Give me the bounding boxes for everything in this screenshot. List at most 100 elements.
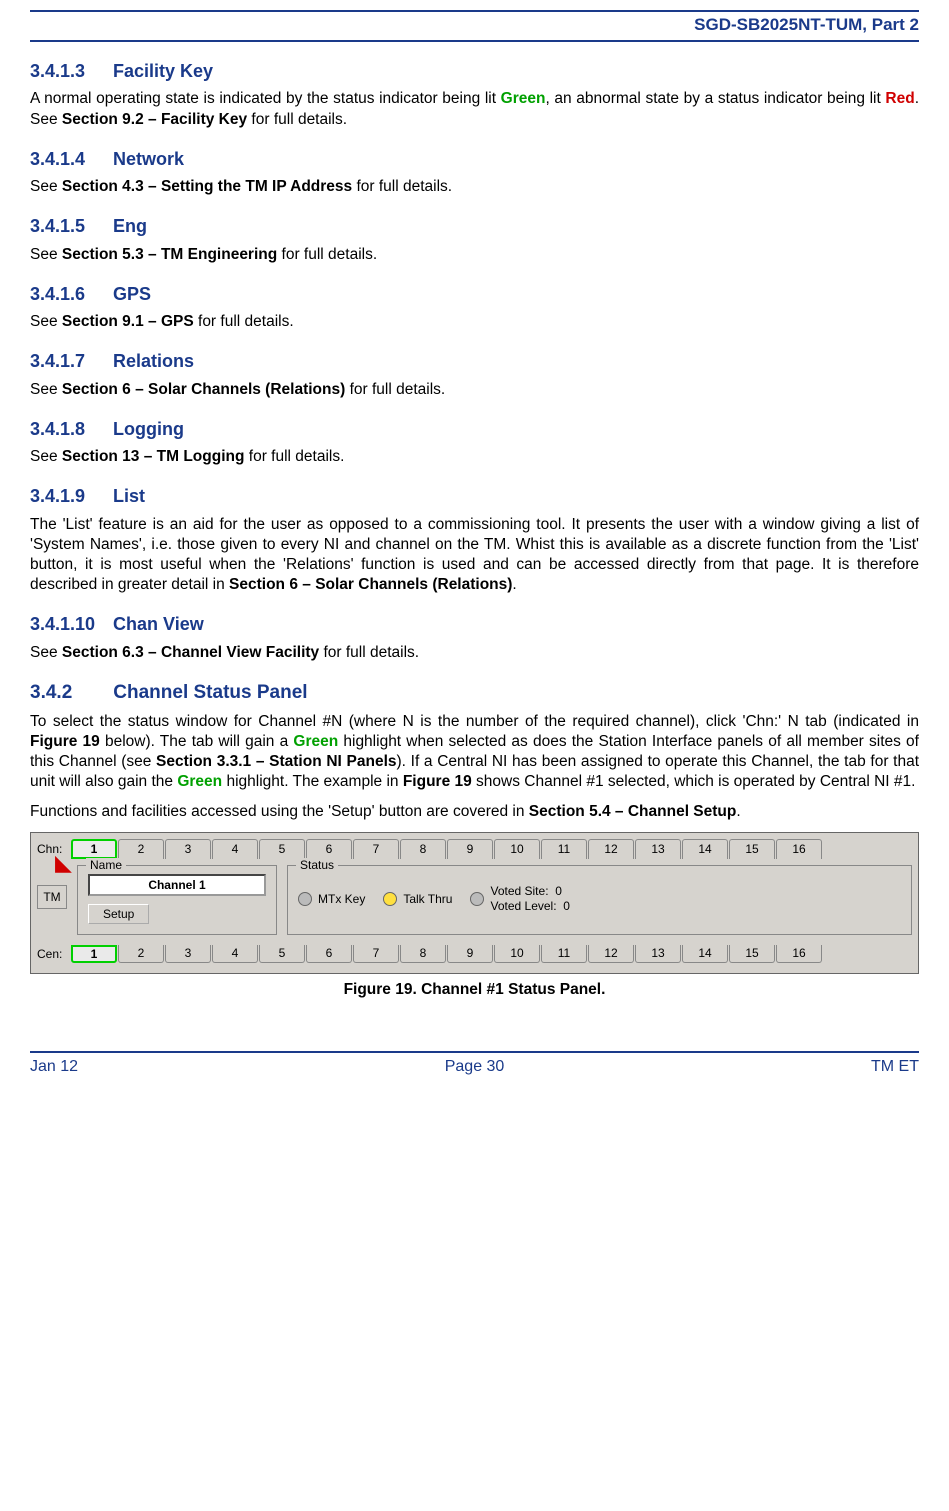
name-fieldset: Name Channel 1 Setup <box>77 865 277 935</box>
footer-rule: Jan 12 Page 30 TM ET <box>30 1051 919 1078</box>
chn-tab-3[interactable]: 3 <box>165 839 211 859</box>
heading-num: 3.4.1.10 <box>30 613 108 636</box>
cen-tab-9[interactable]: 9 <box>447 945 493 963</box>
led-off-icon <box>298 892 312 906</box>
channel-name-input[interactable]: Channel 1 <box>88 874 266 896</box>
para-relations: See Section 6 – Solar Channels (Relation… <box>30 380 919 400</box>
mid-row: TM Name Channel 1 Setup Status MTx Key T… <box>37 865 912 935</box>
status-fieldset: Status MTx Key Talk Thru Voted Site: 0 V… <box>287 865 912 935</box>
heading-num: 3.4.1.4 <box>30 148 108 171</box>
cen-tab-13[interactable]: 13 <box>635 945 681 963</box>
talk-thru-indicator: Talk Thru <box>383 892 452 908</box>
heading-num: 3.4.1.6 <box>30 283 108 306</box>
footer-doc: TM ET <box>871 1057 919 1078</box>
para-csp-1: To select the status window for Channel … <box>30 712 919 793</box>
section-ref: Section 6 – Solar Channels (Relations) <box>229 576 512 593</box>
section-ref: Section 5.4 – Channel Setup <box>529 803 737 820</box>
figure-caption: Figure 19. Channel #1 Status Panel. <box>30 980 919 1000</box>
para-facility-key: A normal operating state is indicated by… <box>30 89 919 129</box>
chn-tabs: 12345678910111213141516 <box>71 839 823 859</box>
section-ref: Section 9.2 – Facility Key <box>62 111 247 128</box>
cen-label: Cen: <box>37 947 67 963</box>
para-list: The 'List' feature is an aid for the use… <box>30 515 919 596</box>
heading-title: Facility Key <box>113 61 213 81</box>
heading-title: Eng <box>113 216 147 236</box>
section-ref: Section 6 – Solar Channels (Relations) <box>62 381 345 398</box>
para-logging: See Section 13 – TM Logging for full det… <box>30 447 919 467</box>
section-ref: Section 6.3 – Channel View Facility <box>62 644 319 661</box>
heading-num: 3.4.1.7 <box>30 350 108 373</box>
chn-tab-10[interactable]: 10 <box>494 839 540 859</box>
figure-ref: Figure 19 <box>403 773 472 790</box>
doc-header: SGD-SB2025NT-TUM, Part 2 <box>30 14 919 42</box>
cen-tab-11[interactable]: 11 <box>541 945 587 963</box>
footer-page: Page 30 <box>445 1057 505 1078</box>
heading-num: 3.4.2 <box>30 681 108 706</box>
heading-list: 3.4.1.9 List <box>30 485 919 508</box>
cen-tab-5[interactable]: 5 <box>259 945 305 963</box>
section-ref: Section 3.3.1 – Station NI Panels <box>156 753 396 770</box>
heading-num: 3.4.1.3 <box>30 60 108 83</box>
cen-tab-12[interactable]: 12 <box>588 945 634 963</box>
cen-tab-2[interactable]: 2 <box>118 945 164 963</box>
cen-tab-6[interactable]: 6 <box>306 945 352 963</box>
section-ref: Section 13 – TM Logging <box>62 448 245 465</box>
chn-tab-2[interactable]: 2 <box>118 839 164 859</box>
channel-status-panel: ◣ Chn: 12345678910111213141516 TM Name C… <box>30 832 919 974</box>
name-legend: Name <box>86 858 126 874</box>
heading-title: Channel Status Panel <box>113 682 307 703</box>
heading-title: Relations <box>113 351 194 371</box>
mtx-key-indicator: MTx Key <box>298 892 365 908</box>
cen-tab-4[interactable]: 4 <box>212 945 258 963</box>
chn-tab-9[interactable]: 9 <box>447 839 493 859</box>
chn-tab-16[interactable]: 16 <box>776 839 822 859</box>
cen-tabs-row: Cen: 12345678910111213141516 <box>37 945 912 963</box>
chn-tab-5[interactable]: 5 <box>259 839 305 859</box>
section-ref: Section 4.3 – Setting the TM IP Address <box>62 178 352 195</box>
heading-title: Logging <box>113 419 184 439</box>
cen-tab-14[interactable]: 14 <box>682 945 728 963</box>
talk-label: Talk Thru <box>403 892 452 908</box>
heading-facility-key: 3.4.1.3 Facility Key <box>30 60 919 83</box>
chn-tab-13[interactable]: 13 <box>635 839 681 859</box>
status-legend: Status <box>296 858 338 874</box>
setup-button[interactable]: Setup <box>88 904 149 924</box>
heading-title: Chan View <box>113 614 204 634</box>
cen-tab-8[interactable]: 8 <box>400 945 446 963</box>
page-footer: Jan 12 Page 30 TM ET <box>30 1057 919 1078</box>
heading-eng: 3.4.1.5 Eng <box>30 215 919 238</box>
heading-network: 3.4.1.4 Network <box>30 148 919 171</box>
footer-date: Jan 12 <box>30 1057 78 1078</box>
chn-tab-15[interactable]: 15 <box>729 839 775 859</box>
cen-tab-16[interactable]: 16 <box>776 945 822 963</box>
chn-tab-7[interactable]: 7 <box>353 839 399 859</box>
voted-values: Voted Site: 0 Voted Level: 0 <box>490 884 569 915</box>
para-network: See Section 4.3 – Setting the TM IP Addr… <box>30 177 919 197</box>
cen-tab-7[interactable]: 7 <box>353 945 399 963</box>
heading-num: 3.4.1.9 <box>30 485 108 508</box>
chn-tab-14[interactable]: 14 <box>682 839 728 859</box>
chn-tab-8[interactable]: 8 <box>400 839 446 859</box>
voted-indicator: Voted Site: 0 Voted Level: 0 <box>470 884 569 915</box>
top-rule <box>30 10 919 12</box>
para-eng: See Section 5.3 – TM Engineering for ful… <box>30 245 919 265</box>
chn-tab-6[interactable]: 6 <box>306 839 352 859</box>
green-text: Green <box>293 733 338 750</box>
cen-tab-3[interactable]: 3 <box>165 945 211 963</box>
figure-ref: Figure 19 <box>30 733 100 750</box>
chn-tab-1[interactable]: 1 <box>71 839 117 859</box>
chn-tab-12[interactable]: 12 <box>588 839 634 859</box>
heading-title: List <box>113 486 145 506</box>
chn-tab-4[interactable]: 4 <box>212 839 258 859</box>
tm-button[interactable]: TM <box>37 885 67 909</box>
heading-gps: 3.4.1.6 GPS <box>30 283 919 306</box>
cen-tab-1[interactable]: 1 <box>71 945 117 963</box>
heading-logging: 3.4.1.8 Logging <box>30 418 919 441</box>
section-ref: Section 9.1 – GPS <box>62 313 194 330</box>
heading-title: Network <box>113 149 184 169</box>
chn-tab-11[interactable]: 11 <box>541 839 587 859</box>
heading-title: GPS <box>113 284 151 304</box>
cen-tab-10[interactable]: 10 <box>494 945 540 963</box>
cen-tab-15[interactable]: 15 <box>729 945 775 963</box>
heading-channel-status-panel: 3.4.2 Channel Status Panel <box>30 681 919 706</box>
